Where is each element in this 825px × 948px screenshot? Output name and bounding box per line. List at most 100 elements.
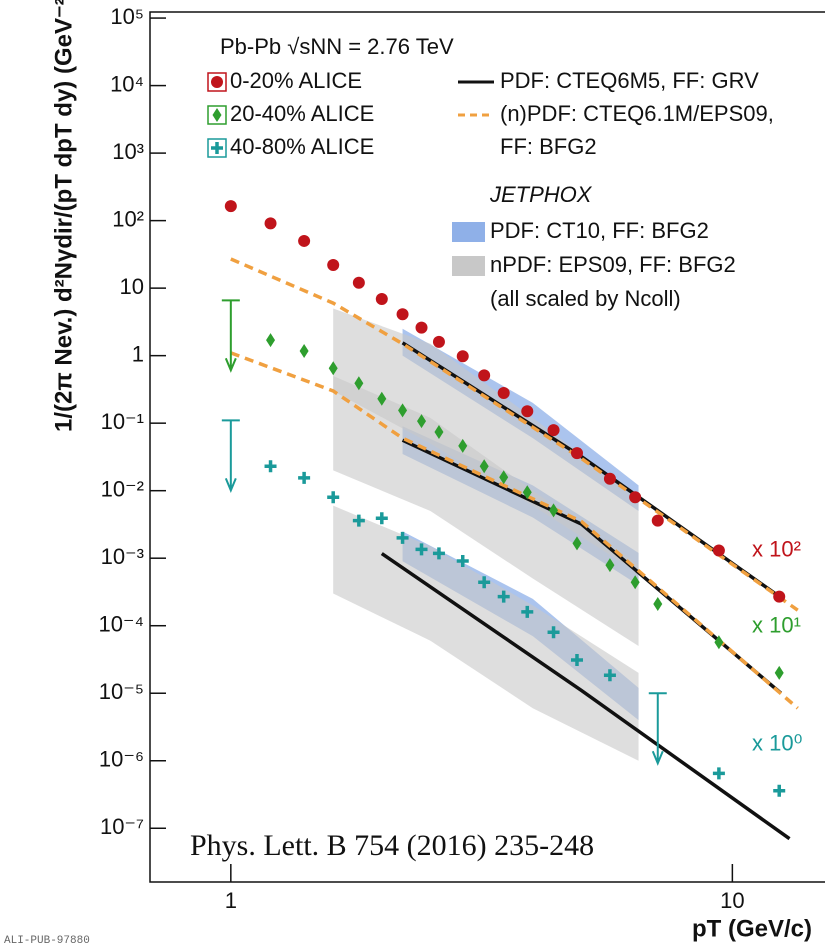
legend-marker (211, 76, 223, 88)
upper-limit-arrow (221, 299, 240, 373)
data-point (547, 626, 560, 639)
y-tick-label: 10 (120, 274, 144, 299)
data-point (478, 576, 491, 589)
data-point (603, 669, 616, 682)
data-point (497, 590, 510, 603)
y-tick-label: 1 (132, 341, 144, 366)
data-point (375, 293, 388, 306)
data-point (572, 536, 582, 551)
legend-label: PDF: CT10, FF: BFG2 (490, 218, 709, 243)
upper-limit-arrow (221, 419, 240, 493)
data-point (396, 308, 409, 321)
data-point (354, 376, 364, 391)
legend-swatch (452, 222, 485, 242)
data-point (630, 575, 640, 590)
data-point (417, 414, 427, 429)
theory-line (380, 552, 791, 841)
data-point (499, 470, 509, 485)
y-tick-label: 10⁻⁴ (98, 612, 144, 637)
data-point (712, 544, 725, 557)
legend-swatch (207, 72, 227, 92)
data-point (521, 605, 534, 618)
legend-label: (n)PDF: CTEQ6.1M/EPS09, (500, 101, 774, 126)
scale-label: x 10¹ (752, 613, 801, 638)
data-point (266, 333, 276, 348)
data-point (774, 665, 784, 680)
data-point (549, 503, 559, 518)
scale-label: x 10⁰ (752, 731, 803, 756)
legend-label: 0-20% ALICE (230, 68, 362, 93)
data-point (714, 635, 724, 650)
band-note: (all scaled by Ncoll) (490, 286, 681, 311)
y-tick-label: 10⁻¹ (101, 409, 144, 434)
legend-label: PDF: CTEQ6M5, FF: GRV (500, 68, 759, 93)
data-point (434, 424, 444, 439)
data-point (521, 405, 534, 418)
legend-swatch (207, 138, 227, 158)
legend-swatch (207, 105, 227, 125)
data-point (478, 369, 491, 382)
data-point (773, 590, 786, 603)
data-point (432, 335, 445, 348)
data-point (352, 276, 365, 289)
data-point (547, 424, 560, 437)
data-point (497, 386, 510, 399)
y-tick-label: 10³ (112, 139, 144, 164)
y-tick-label: 10⁻⁷ (100, 814, 144, 839)
theory-line (401, 438, 783, 695)
data-point (458, 438, 468, 453)
data-point (264, 217, 277, 230)
data-point (570, 447, 583, 460)
legend-marker (211, 142, 223, 154)
data-point (327, 259, 340, 272)
y-tick-label: 10⁻² (101, 476, 144, 501)
annotation: Phys. Lett. B 754 (2016) 235-248 (190, 829, 594, 862)
data-point (415, 543, 428, 556)
data-point (629, 491, 642, 504)
data-point (328, 361, 338, 376)
data-point (603, 472, 616, 485)
data-point (375, 512, 388, 525)
x-axis-label: pT (GeV/c) (692, 915, 812, 942)
data-point (224, 200, 237, 213)
data-point (456, 554, 469, 567)
data-point (298, 234, 311, 247)
legend-label: 20-40% ALICE (230, 101, 374, 126)
y-tick-label: 10⁻³ (101, 544, 144, 569)
x-tick-label: 1 (225, 888, 237, 913)
points (221, 200, 786, 797)
data-point (773, 784, 786, 797)
y-tick-label: 10⁻⁶ (99, 747, 144, 772)
band-area (333, 505, 639, 761)
legend-label: nPDF: EPS09, FF: BFG2 (490, 252, 736, 277)
band-area (333, 308, 639, 574)
data-point (570, 654, 583, 667)
legend-swatch (452, 256, 485, 276)
data-point (522, 485, 532, 500)
data-point (712, 767, 725, 780)
data-point (651, 514, 664, 527)
footer: ALI-PUB-97880 (4, 935, 90, 947)
data-point (299, 344, 309, 359)
data-point (479, 459, 489, 474)
data-point (377, 391, 387, 406)
x-tick-label: 10 (720, 888, 744, 913)
y-tick-label: 10⁵ (110, 4, 144, 29)
y-axis-label: 1/(2π Nev.) d²Nγdir/(pT dpT dy) (GeV⁻²c²… (50, 0, 77, 432)
data-point (327, 491, 340, 504)
data-point (398, 403, 408, 418)
scale-label: x 10² (752, 536, 801, 561)
y-tick-label: 10² (112, 206, 144, 231)
band-title: JETPHOX (489, 182, 593, 207)
data-point (396, 531, 409, 544)
data-point (456, 350, 469, 363)
legend-header: Pb-Pb √sNN = 2.76 TeV (220, 34, 454, 59)
legend-label: 40-80% ALICE (230, 134, 374, 159)
data-point (415, 321, 428, 334)
axis-frame (149, 11, 825, 883)
data-point (653, 596, 663, 611)
y-tick-label: 10⁴ (110, 71, 144, 96)
legend-label: FF: BFG2 (500, 134, 597, 159)
legend-marker (212, 108, 222, 122)
